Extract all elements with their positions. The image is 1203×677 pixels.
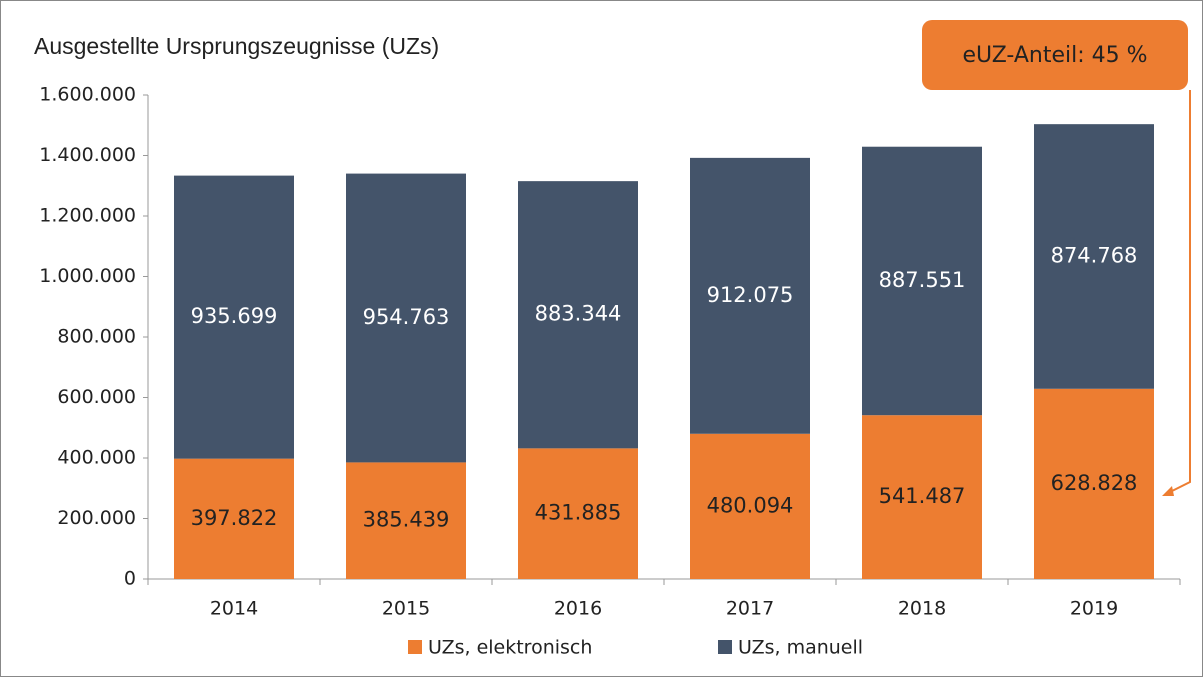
data-label: 874.768	[1051, 243, 1138, 267]
y-tick-label: 1.000.000	[39, 265, 136, 287]
bar-segment	[518, 448, 638, 579]
legend-label: UZs, elektronisch	[428, 637, 592, 659]
bar-segment	[862, 415, 982, 579]
arrow-head	[1162, 486, 1174, 496]
annotation: eUZ-Anteil: 45 %	[962, 43, 1147, 68]
data-label: 480.094	[707, 493, 794, 517]
data-label: 628.828	[1051, 471, 1138, 495]
x-tick-label: 2018	[898, 598, 946, 620]
annotation-arrow	[1169, 90, 1191, 493]
bar-segment	[1034, 124, 1154, 389]
bar-segment	[690, 433, 810, 579]
data-label: 954.763	[363, 305, 450, 329]
data-label: 431.885	[535, 501, 622, 525]
x-tick-label: 2019	[1070, 598, 1118, 620]
bar-segment	[862, 146, 982, 416]
chart-title: Ausgestellte Ursprungszeugnisse (UZs)	[34, 33, 439, 59]
x-tick-label: 2016	[554, 598, 602, 620]
data-label: 541.487	[879, 484, 966, 508]
x-tick-label: 2017	[726, 598, 774, 620]
legend-swatch	[408, 640, 422, 654]
y-tick-label: 0	[124, 568, 136, 590]
x-tick-label: 2014	[210, 598, 258, 620]
data-label: 385.439	[363, 508, 450, 532]
x-tick-label: 2015	[382, 598, 430, 620]
data-label: 397.822	[191, 506, 278, 530]
bar-segment	[346, 462, 466, 579]
data-label: 887.551	[879, 268, 966, 292]
data-label: 912.075	[707, 283, 794, 307]
bar-segment	[174, 175, 294, 459]
legend-label: UZs, manuell	[738, 637, 863, 659]
data-label: 935.699	[191, 304, 278, 328]
y-tick-label: 800.000	[57, 326, 136, 348]
y-tick-label: 400.000	[57, 447, 136, 469]
bar-segment	[690, 157, 810, 434]
bar-segment	[1034, 388, 1154, 579]
y-tick-label: 600.000	[57, 386, 136, 408]
y-tick-label: 1.200.000	[39, 205, 136, 227]
legend-swatch	[718, 640, 732, 654]
data-label: 883.344	[535, 302, 622, 326]
bar-segment	[174, 458, 294, 579]
y-tick-label: 200.000	[57, 507, 136, 529]
bar-segment	[518, 181, 638, 449]
annotation-box	[922, 20, 1188, 90]
y-tick-label: 1.600.000	[39, 84, 136, 106]
y-tick-label: 1.400.000	[39, 144, 136, 166]
bar-segment	[346, 173, 466, 463]
